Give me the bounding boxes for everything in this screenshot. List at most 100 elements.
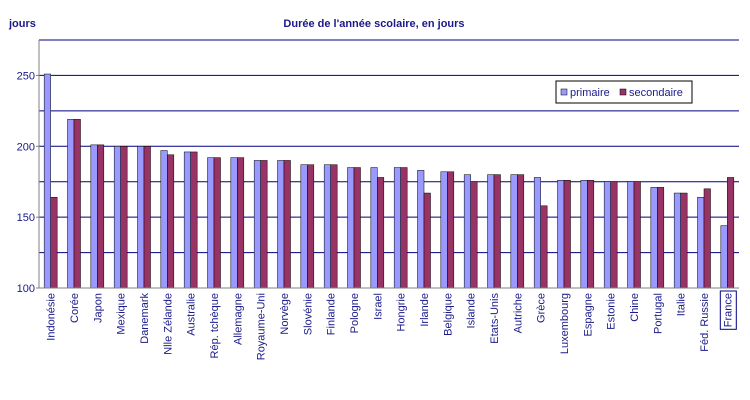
bar-primaire-Corée: [67, 119, 75, 289]
x-tick-labels: Indonésie Corée Japon Mexique Danemark Nlle Z…: [46, 290, 737, 360]
y-tick-label: 150: [17, 212, 35, 224]
x-tick-label: France: [722, 293, 734, 327]
bar-primaire-Mexique: [113, 146, 121, 289]
bar-secondaire-Autriche: [517, 174, 525, 289]
x-tick-label: Belgique: [442, 293, 454, 336]
bar-secondaire-Luxembourg: [563, 180, 571, 289]
x-tick-label: Mexique: [116, 293, 128, 335]
bar-primaire-Danemark: [137, 146, 145, 289]
bar-secondaire-Indonésie: [50, 197, 58, 289]
bar-secondaire-Japon: [97, 144, 105, 289]
bar-secondaire-Nlle Zélande: [167, 154, 175, 289]
bar-primaire-Belgique: [440, 171, 448, 289]
bar-primaire-Portugal: [650, 187, 658, 289]
x-tick-label: Rép. tchèque: [209, 293, 221, 358]
x-tick-label: Royaume-Uni: [256, 293, 268, 360]
bar-secondaire-Norvège: [283, 160, 291, 289]
x-tick-label: Luxembourg: [559, 293, 571, 354]
chart-title: Durée de l'année scolaire, en jours: [283, 18, 464, 30]
bar-primaire-Norvège: [277, 160, 285, 289]
bar-secondaire-Danemark: [143, 146, 151, 289]
x-tick-label: Australie: [186, 293, 198, 336]
bar-secondaire-Féd. Russie: [703, 188, 711, 289]
x-tick-label: Corée: [69, 293, 81, 323]
x-tick-label: Estonie: [606, 293, 618, 330]
y-tick-label: 100: [17, 283, 35, 295]
x-tick-label: Portugal: [652, 293, 664, 334]
y-tick-label: 250: [17, 70, 35, 82]
bar-primaire-Italie: [673, 192, 681, 289]
bar-secondaire-Italie: [680, 192, 688, 289]
legend-label-secondaire: secondaire: [629, 87, 683, 99]
bars: [43, 73, 735, 289]
bar-primaire-Australie: [183, 151, 191, 289]
bar-primaire-Autriche: [510, 174, 518, 289]
legend-label-primaire: primaire: [570, 87, 610, 99]
bar-primaire-Estonie: [603, 181, 611, 289]
bar-secondaire-Mexique: [120, 146, 128, 289]
x-tick-label: Islande: [466, 293, 478, 328]
bar-secondaire-Grèce: [540, 205, 548, 289]
bar-primaire-Japon: [90, 144, 98, 289]
x-tick-label: Chine: [629, 293, 641, 322]
x-tick-label: Norvège: [279, 293, 291, 335]
bar-primaire-Hongrie: [393, 167, 401, 289]
bar-secondaire-Portugal: [657, 187, 665, 289]
bar-primaire-Royaume-Uni: [253, 160, 261, 289]
legend-swatch-primaire: [560, 88, 568, 96]
bar-secondaire-Irlande: [423, 192, 431, 289]
bar-primaire-Rép. tchèque: [207, 157, 215, 289]
x-tick-label: Féd. Russie: [699, 293, 711, 352]
y-tick-labels: 100 150 200 250: [17, 70, 39, 295]
x-tick-label: Allemagne: [232, 293, 244, 345]
bar-primaire-Luxembourg: [557, 180, 565, 289]
bar-primaire-Finlande: [323, 164, 331, 289]
bar-primaire-Islande: [463, 174, 471, 289]
bar-primaire-Pologne: [347, 167, 355, 289]
x-tick-label: Danemark: [139, 293, 151, 344]
bar-secondaire-Israel: [377, 177, 385, 289]
x-tick-label: Espagne: [582, 293, 594, 336]
bar-secondaire-Finlande: [330, 164, 338, 289]
bar-primaire-Israel: [370, 167, 378, 289]
bar-primaire-Indonésie: [43, 73, 51, 289]
bar-primaire-Allemagne: [230, 157, 238, 289]
x-tick-label: Irlande: [419, 293, 431, 327]
y-tick-label: 200: [17, 141, 35, 153]
legend: primaire secondaire: [555, 80, 693, 104]
bar-primaire-Etats-Unis: [487, 174, 495, 289]
x-tick-label: Grèce: [536, 293, 548, 323]
bar-primaire-France: [720, 225, 728, 289]
bar-primaire-Espagne: [580, 180, 588, 289]
bar-secondaire-Corée: [73, 119, 81, 289]
bar-primaire-Irlande: [417, 170, 425, 289]
legend-swatch-secondaire: [619, 88, 627, 96]
bar-secondaire-Estonie: [610, 181, 618, 289]
bar-secondaire-Belgique: [447, 171, 455, 289]
gridlines: [39, 39, 739, 254]
bar-primaire-Féd. Russie: [697, 197, 705, 289]
bar-secondaire-Australie: [190, 151, 198, 289]
bar-secondaire-Islande: [470, 181, 478, 289]
bar-secondaire-France: [727, 177, 735, 289]
x-tick-label: Finlande: [326, 293, 338, 335]
x-tick-label: Nlle Zélande: [162, 293, 174, 355]
bar-secondaire-Royaume-Uni: [260, 160, 268, 289]
x-tick-label: Autriche: [512, 293, 524, 333]
bar-primaire-Grèce: [533, 177, 541, 289]
bar-secondaire-Espagne: [587, 180, 595, 289]
x-tick-label: Slovénie: [302, 293, 314, 335]
bar-secondaire-Rép. tchèque: [213, 157, 221, 289]
x-tick-label: Etats-Unis: [489, 293, 501, 344]
x-tick-label: Hongrie: [396, 293, 408, 332]
bar-secondaire-Hongrie: [400, 167, 408, 289]
x-tick-label: Israel: [372, 293, 384, 320]
y-axis-unit-label: jours: [8, 18, 36, 30]
bar-primaire-Chine: [627, 181, 635, 289]
x-tick-label: Italie: [676, 293, 688, 316]
bar-primaire-Nlle Zélande: [160, 150, 168, 289]
bar-primaire-Slovénie: [300, 164, 308, 289]
x-tick-label: Japon: [92, 293, 104, 323]
x-tick-highlight-box: [719, 290, 737, 330]
